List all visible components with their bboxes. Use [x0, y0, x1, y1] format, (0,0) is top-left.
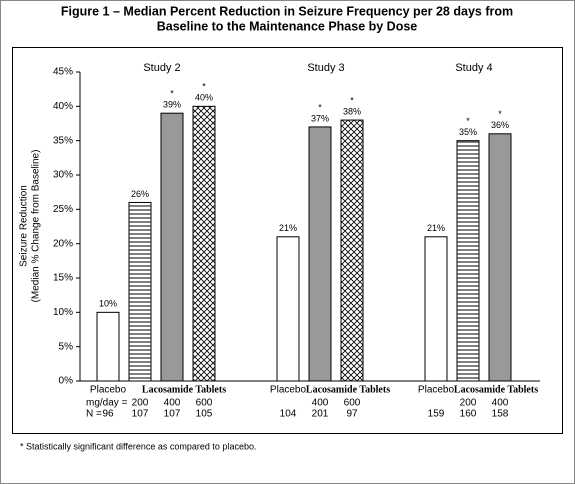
dose-label: 600	[196, 398, 213, 409]
placebo-label: Placebo	[270, 385, 307, 396]
n-label: 107	[164, 409, 181, 420]
significance-marker: *	[498, 109, 502, 119]
significance-marker: *	[466, 116, 470, 126]
y-tick-label: 15%	[53, 273, 73, 284]
bar	[128, 201, 152, 382]
value-label: 35%	[459, 127, 477, 137]
value-label: 21%	[427, 223, 445, 233]
bar	[276, 236, 300, 382]
significance-marker: *	[350, 95, 354, 105]
dose-row-label: mg/day =	[86, 398, 128, 409]
drug-label: Lacosamide Tablets	[306, 384, 390, 395]
drug-label: Lacosamide Tablets	[142, 384, 226, 395]
y-tick-label: 30%	[53, 170, 73, 181]
bar	[96, 311, 120, 382]
y-tick-label: 25%	[53, 204, 73, 215]
chart-title: Baseline to the Maintenance Phase by Dos…	[157, 19, 418, 33]
value-label: 10%	[99, 299, 117, 309]
y-tick-label: 5%	[59, 341, 74, 352]
y-tick-label: 40%	[53, 101, 73, 112]
bar	[340, 119, 364, 382]
n-label: 160	[460, 409, 477, 420]
y-tick-label: 35%	[53, 135, 73, 146]
y-tick-label: 45%	[53, 67, 73, 78]
value-label: 21%	[279, 223, 297, 233]
chart-frame	[12, 47, 563, 434]
value-label: 36%	[491, 120, 509, 130]
value-label: 26%	[131, 189, 149, 199]
n-label: 97	[346, 409, 358, 420]
chart-title: Figure 1 – Median Percent Reduction in S…	[61, 4, 513, 18]
value-label: 40%	[195, 93, 213, 103]
n-label: 105	[196, 409, 213, 420]
n-label: 96	[102, 409, 114, 420]
value-label: 37%	[311, 113, 329, 123]
value-label: 38%	[343, 106, 361, 116]
study-label: Study 2	[143, 62, 180, 74]
n-label: 104	[280, 409, 297, 420]
y-axis-label: (Median % Change from Baseline)	[31, 150, 42, 303]
dose-label: 400	[164, 398, 181, 409]
significance-marker: *	[202, 82, 206, 92]
bar	[456, 140, 480, 382]
y-tick-label: 0%	[59, 376, 74, 387]
dose-label: 400	[492, 398, 509, 409]
study-label: Study 3	[307, 62, 344, 74]
footnote: * Statistically significant difference a…	[20, 441, 256, 451]
dose-label: 200	[460, 398, 477, 409]
dose-label: 400	[312, 398, 329, 409]
y-axis-label: Seizure Reduction	[19, 185, 30, 267]
bar	[488, 133, 512, 382]
n-row-label: N =	[86, 409, 102, 420]
n-label: 201	[312, 409, 329, 420]
significance-marker: *	[170, 89, 174, 99]
placebo-label: Placebo	[418, 385, 455, 396]
value-label: 39%	[163, 100, 181, 110]
y-tick-label: 20%	[53, 238, 73, 249]
dose-label: 200	[132, 398, 149, 409]
study-label: Study 4	[455, 62, 492, 74]
significance-marker: *	[318, 102, 322, 112]
placebo-label: Placebo	[90, 385, 127, 396]
bar	[160, 112, 184, 382]
bar	[424, 236, 448, 382]
y-tick-label: 10%	[53, 307, 73, 318]
bar	[308, 126, 332, 382]
n-label: 159	[428, 409, 445, 420]
n-label: 158	[492, 409, 509, 420]
drug-label: Lacosamide Tablets	[454, 384, 538, 395]
n-label: 107	[132, 409, 149, 420]
dose-label: 600	[344, 398, 361, 409]
bar	[192, 105, 216, 382]
